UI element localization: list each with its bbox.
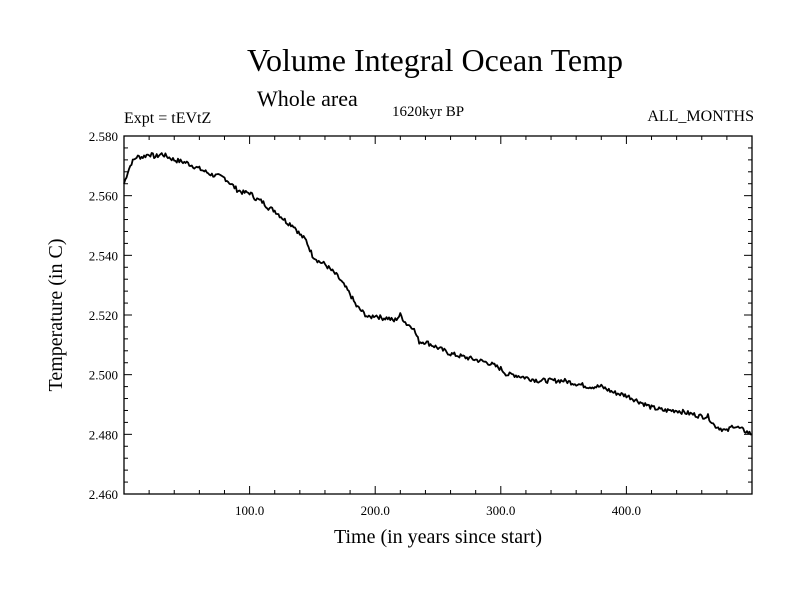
y-tick-label: 2.520	[89, 308, 118, 323]
x-axis-label: Time (in years since start)	[334, 526, 542, 548]
series-line	[123, 152, 753, 436]
chart-title: Volume Integral Ocean Temp	[246, 42, 623, 78]
plot-frame	[123, 135, 753, 495]
months-label: ALL_MONTHS	[647, 108, 754, 125]
axis-ticks	[123, 135, 753, 495]
y-tick-label: 2.580	[89, 129, 118, 144]
experiment-label: Expt = tEVtZ	[124, 110, 212, 127]
y-tick-label: 2.540	[89, 248, 118, 263]
y-tick-label: 2.560	[89, 189, 118, 204]
x-tick-label: 200.0	[361, 503, 390, 518]
y-tick-label: 2.460	[89, 487, 118, 502]
y-tick-label: 2.500	[89, 368, 118, 383]
x-tick-label: 400.0	[612, 503, 641, 518]
y-axis-label: Temperature (in C)	[45, 239, 67, 392]
x-tick-label: 300.0	[486, 503, 515, 518]
y-tick-label: 2.480	[89, 427, 118, 442]
chart-subtitle: Whole area	[257, 86, 358, 111]
tick-labels: 100.0 200.0 300.0 400.0 2.460 2.480 2.500 2.520…	[89, 129, 641, 518]
x-tick-label: 100.0	[235, 503, 264, 518]
period-label: 1620kyr BP	[392, 104, 465, 120]
